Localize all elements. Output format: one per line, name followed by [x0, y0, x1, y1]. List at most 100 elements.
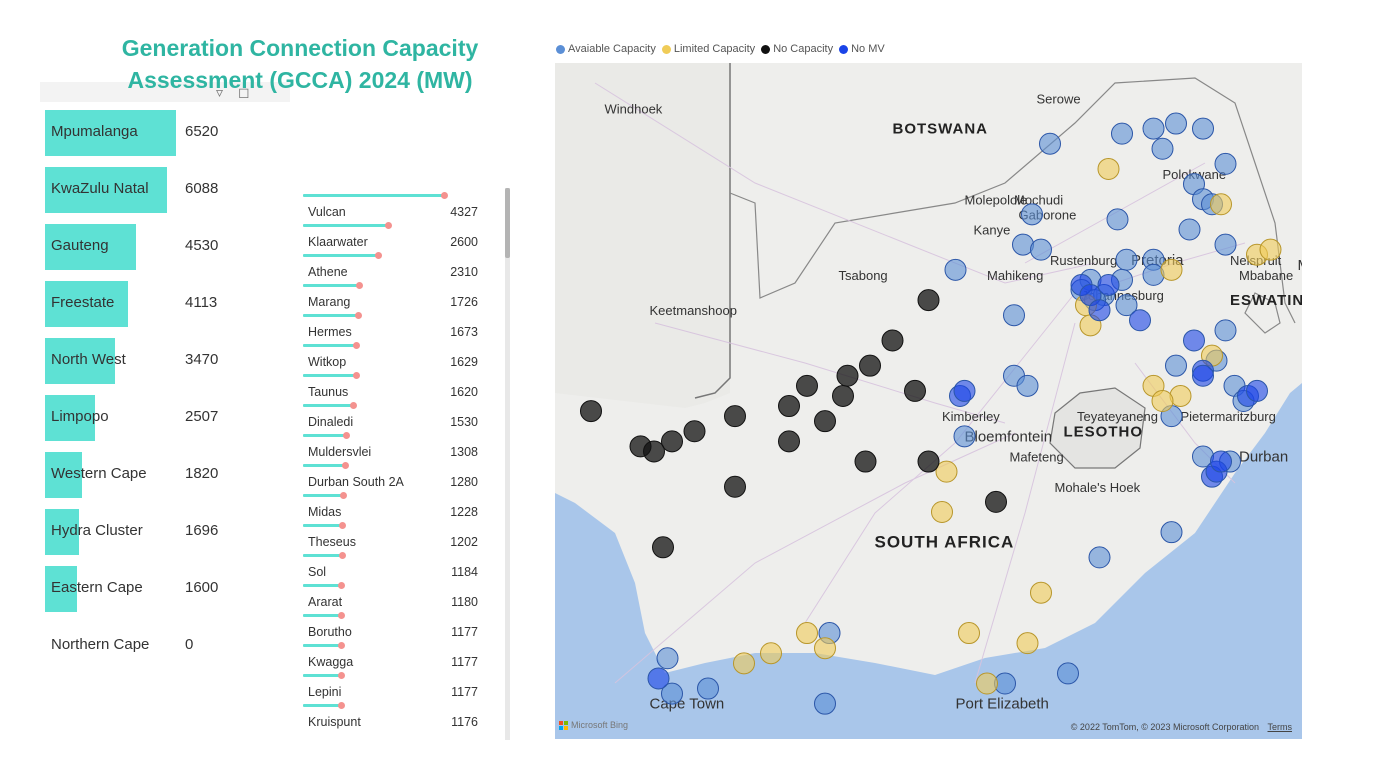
- map-bubble[interactable]: [944, 258, 967, 281]
- substation-row[interactable]: Dinaledi 1530: [303, 402, 483, 434]
- province-row[interactable]: North West 3470: [45, 338, 245, 384]
- map-bubble[interactable]: [1088, 299, 1111, 322]
- map-bubble[interactable]: [1178, 218, 1201, 241]
- map-bubble[interactable]: [953, 425, 976, 448]
- substation-dot[interactable]: [339, 522, 347, 529]
- map-bubble[interactable]: [931, 500, 953, 523]
- map-bubble[interactable]: [724, 475, 746, 498]
- map-bubble[interactable]: [580, 400, 602, 423]
- map-bubble[interactable]: [1021, 203, 1043, 226]
- map-bubble[interactable]: [1151, 137, 1174, 160]
- map-bubble[interactable]: [1088, 546, 1111, 569]
- map-bubble[interactable]: [917, 289, 940, 312]
- map-bubble[interactable]: [1057, 662, 1079, 685]
- province-row[interactable]: KwaZulu Natal 6088: [45, 167, 245, 213]
- map-bubble[interactable]: [836, 364, 859, 387]
- substation-dot[interactable]: [338, 612, 346, 619]
- substation-dot[interactable]: [338, 672, 346, 679]
- map-bubble[interactable]: [1165, 112, 1187, 135]
- legend-item[interactable]: No Capacity: [761, 43, 833, 55]
- province-row[interactable]: Western Cape 1820: [45, 452, 245, 498]
- map-bubble[interactable]: [832, 384, 854, 407]
- map-bubble[interactable]: [661, 430, 683, 453]
- substation-dot[interactable]: [338, 552, 346, 559]
- province-bar[interactable]: [45, 281, 128, 327]
- substation-dot[interactable]: [384, 222, 392, 229]
- map-bubble[interactable]: [1214, 319, 1237, 342]
- substation-dot[interactable]: [349, 402, 357, 409]
- map-bubble[interactable]: [881, 329, 904, 352]
- substation-dot[interactable]: [353, 342, 361, 349]
- legend-item[interactable]: No MV: [839, 43, 885, 55]
- substation-dot[interactable]: [341, 462, 349, 469]
- substation-row[interactable]: Ararat 1180: [303, 582, 483, 614]
- substation-row[interactable]: Vulcan 4327: [303, 192, 483, 224]
- substation-row[interactable]: Sol 1184: [303, 552, 483, 584]
- map-bubble[interactable]: [814, 410, 836, 433]
- substation-dot[interactable]: [441, 192, 448, 199]
- scroll-thumb[interactable]: [505, 188, 510, 258]
- map-bubble[interactable]: [697, 677, 719, 700]
- focus-mode-icon[interactable]: ◻: [238, 84, 250, 100]
- filter-icon[interactable]: ▿: [216, 84, 224, 100]
- legend-item[interactable]: Limited Capacity: [661, 43, 755, 55]
- map-bubble[interactable]: [733, 652, 755, 675]
- map-bubble[interactable]: [1097, 273, 1120, 296]
- substation-row[interactable]: Midas 1228: [303, 492, 483, 524]
- substation-row[interactable]: Durban South 2A 1280: [303, 462, 483, 494]
- province-bar[interactable]: [45, 566, 78, 612]
- province-bar[interactable]: [45, 509, 80, 555]
- province-row[interactable]: Freestate 4113: [45, 281, 245, 327]
- map-bubble[interactable]: [985, 490, 1007, 513]
- province-bar[interactable]: [45, 167, 168, 213]
- province-bar[interactable]: [45, 395, 96, 441]
- map-bubble[interactable]: [656, 647, 679, 670]
- province-bar[interactable]: [45, 224, 137, 270]
- substation-row[interactable]: Marang 1726: [303, 282, 483, 314]
- map-bubble[interactable]: [1111, 122, 1133, 145]
- map-bubble[interactable]: [683, 420, 706, 443]
- substation-dot[interactable]: [338, 642, 346, 649]
- province-row[interactable]: Limpopo 2507: [45, 395, 245, 441]
- map-bubble[interactable]: [1192, 364, 1214, 387]
- province-row[interactable]: Northern Cape 0: [45, 623, 245, 669]
- map-bubble[interactable]: [814, 692, 836, 715]
- chart-scrollbar[interactable]: [505, 188, 510, 740]
- province-bar[interactable]: [45, 452, 82, 498]
- map-bubble[interactable]: [724, 405, 746, 428]
- substation-dot[interactable]: [356, 282, 364, 289]
- map-bubble[interactable]: [1183, 329, 1205, 352]
- map-bubble[interactable]: [1016, 374, 1039, 397]
- map-bubble[interactable]: [1192, 117, 1214, 140]
- map-bubble[interactable]: [661, 682, 683, 705]
- map-bubble[interactable]: [796, 622, 818, 645]
- map-bubble[interactable]: [958, 622, 980, 645]
- map-bubble[interactable]: [1030, 581, 1052, 604]
- province-row[interactable]: Hydra Cluster 1696: [45, 509, 245, 555]
- substation-dot[interactable]: [338, 702, 346, 709]
- map-bubble[interactable]: [647, 667, 670, 690]
- map-bubble[interactable]: [778, 395, 800, 418]
- substation-row[interactable]: Kruispunt 1176: [303, 702, 483, 734]
- substation-row[interactable]: Borutho 1177: [303, 612, 483, 644]
- map-bubble[interactable]: [1160, 258, 1183, 281]
- substation-row[interactable]: Taunus 1620: [303, 372, 483, 404]
- map-bubble[interactable]: [859, 354, 881, 377]
- map-bubble[interactable]: [778, 430, 800, 453]
- map-bubble[interactable]: [1003, 304, 1025, 327]
- map-bubble[interactable]: [904, 379, 926, 402]
- province-row[interactable]: Eastern Cape 1600: [45, 566, 245, 612]
- map-bubble[interactable]: [1115, 294, 1138, 317]
- map-bubble[interactable]: [1016, 632, 1039, 655]
- substation-dot[interactable]: [342, 432, 350, 439]
- province-bar[interactable]: [45, 110, 176, 156]
- map-bubble[interactable]: [1106, 208, 1129, 231]
- substation-row[interactable]: Witkop 1629: [303, 342, 483, 374]
- map-bubble[interactable]: [1214, 152, 1237, 175]
- map-bubble[interactable]: [1030, 238, 1052, 261]
- map-bubble[interactable]: [652, 536, 674, 559]
- substation-row[interactable]: Kwagga 1177: [303, 642, 483, 674]
- map-bubble[interactable]: [1097, 157, 1120, 180]
- map-bubble[interactable]: [1115, 248, 1138, 271]
- map-bubble[interactable]: [814, 637, 836, 660]
